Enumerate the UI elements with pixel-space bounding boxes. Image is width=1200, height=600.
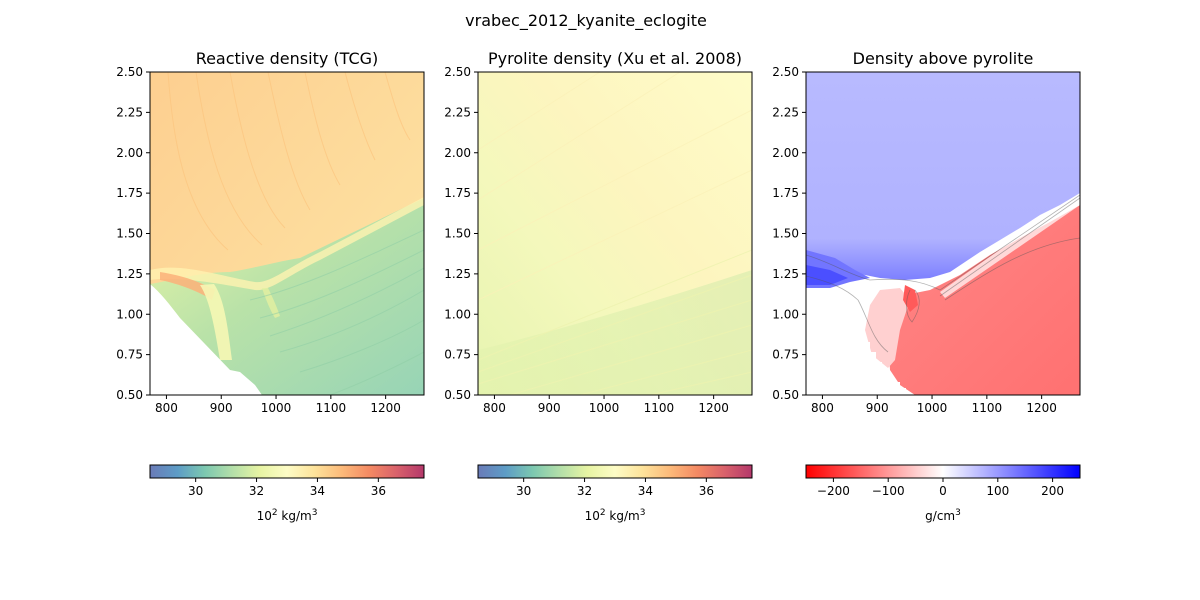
y-tick-label: 2.00 [116, 146, 143, 160]
y-axis: 0.50 0.75 1.00 1.25 1.50 1.75 2.00 2.25 2.50 [444, 65, 478, 402]
colorbar-label: g/cm3 [925, 508, 961, 523]
y-tick-label: 0.75 [772, 348, 799, 362]
colorbar-tick-label: 32 [249, 484, 264, 498]
x-tick-label: 900 [866, 401, 889, 415]
panel-density-above-pyrolite: Density above pyrolite 8 [772, 49, 1081, 415]
colorbar-ticks: −200 −100 0 100 200 [817, 478, 1064, 498]
colorbar-gradient [477, 464, 753, 479]
y-tick-label: 1.75 [444, 186, 471, 200]
y-axis: 0.50 0.75 1.00 1.25 1.50 1.75 2.00 2.25 2.50 [116, 65, 150, 402]
panel-title: Pyrolite density (Xu et al. 2008) [488, 49, 742, 68]
y-tick-label: 2.25 [116, 105, 143, 119]
y-tick-label: 1.50 [444, 227, 471, 241]
colorbar-gradient [149, 464, 425, 479]
colorbar-tick-label: 34 [638, 484, 653, 498]
y-tick-label: 1.00 [444, 307, 471, 321]
colorbar-gradient [805, 464, 1081, 479]
y-tick-label: 2.00 [772, 146, 799, 160]
panel-reactive-density: Reactive density (TCG) [116, 49, 425, 415]
x-tick-label: 1100 [972, 401, 1003, 415]
x-axis: 800 900 1000 1100 1200 [155, 395, 401, 415]
y-tick-label: 0.50 [444, 388, 471, 402]
colorbar-tick-label: −200 [817, 484, 850, 498]
x-tick-label: 1200 [698, 401, 729, 415]
colorbar-tick-label: 30 [516, 484, 531, 498]
y-axis: 0.50 0.75 1.00 1.25 1.50 1.75 2.00 2.25 2.50 [772, 65, 806, 402]
heatmap-field [478, 72, 752, 395]
y-tick-label: 1.25 [772, 267, 799, 281]
x-tick-label: 800 [811, 401, 834, 415]
y-tick-label: 1.75 [116, 186, 143, 200]
y-tick-label: 1.25 [116, 267, 143, 281]
colorbar-tick-label: 30 [188, 484, 203, 498]
y-tick-label: 2.25 [772, 105, 799, 119]
y-tick-label: 2.50 [772, 65, 799, 79]
colorbar-ticks: 30 32 34 36 [516, 478, 714, 498]
colorbar-tick-label: 100 [986, 484, 1009, 498]
panel-title: Density above pyrolite [853, 49, 1034, 68]
colorbar-reactive: 30 32 34 36 102 kg/m3 [149, 464, 425, 523]
y-tick-label: 2.50 [444, 65, 471, 79]
x-tick-label: 800 [155, 401, 178, 415]
colorbar-tick-label: 200 [1041, 484, 1064, 498]
x-tick-label: 900 [538, 401, 561, 415]
heatmap-field [806, 72, 1080, 395]
y-tick-label: 1.75 [772, 186, 799, 200]
panel-title: Reactive density (TCG) [196, 49, 379, 68]
y-tick-label: 1.50 [772, 227, 799, 241]
figure-title: vrabec_2012_kyanite_eclogite [465, 11, 707, 31]
colorbar-label: 102 kg/m3 [585, 508, 646, 523]
x-axis: 800 900 1000 1100 1200 [483, 395, 729, 415]
colorbar-tick-label: 36 [371, 484, 386, 498]
y-tick-label: 0.75 [444, 348, 471, 362]
colorbar-pyrolite: 30 32 34 36 102 kg/m3 [477, 464, 753, 523]
x-tick-label: 800 [483, 401, 506, 415]
panel-pyrolite-density: Pyrolite density (Xu et al. 2008) 800 900… [444, 49, 753, 415]
y-tick-label: 1.25 [444, 267, 471, 281]
y-tick-label: 1.00 [116, 307, 143, 321]
x-tick-label: 1200 [370, 401, 401, 415]
heatmap-field [150, 72, 424, 395]
colorbar-ticks: 30 32 34 36 [188, 478, 386, 498]
x-tick-label: 1100 [316, 401, 347, 415]
y-tick-label: 1.50 [116, 227, 143, 241]
x-tick-label: 1200 [1026, 401, 1057, 415]
colorbar-label: 102 kg/m3 [257, 508, 318, 523]
x-tick-label: 1000 [261, 401, 292, 415]
y-tick-label: 1.00 [772, 307, 799, 321]
y-tick-label: 2.00 [444, 146, 471, 160]
x-tick-label: 1100 [644, 401, 675, 415]
x-tick-label: 1000 [589, 401, 620, 415]
y-tick-label: 2.25 [444, 105, 471, 119]
colorbar-tick-label: 0 [939, 484, 947, 498]
colorbar-tick-label: 32 [577, 484, 592, 498]
y-tick-label: 2.50 [116, 65, 143, 79]
y-tick-label: 0.75 [116, 348, 143, 362]
x-tick-label: 900 [210, 401, 233, 415]
colorbar-tick-label: −100 [872, 484, 905, 498]
y-tick-label: 0.50 [772, 388, 799, 402]
colorbar-tick-label: 34 [310, 484, 325, 498]
colorbar-tick-label: 36 [699, 484, 714, 498]
colorbar-excess: −200 −100 0 100 200 g/cm3 [805, 464, 1081, 523]
x-axis: 800 900 1000 1100 1200 [811, 395, 1057, 415]
y-tick-label: 0.50 [116, 388, 143, 402]
x-tick-label: 1000 [917, 401, 948, 415]
